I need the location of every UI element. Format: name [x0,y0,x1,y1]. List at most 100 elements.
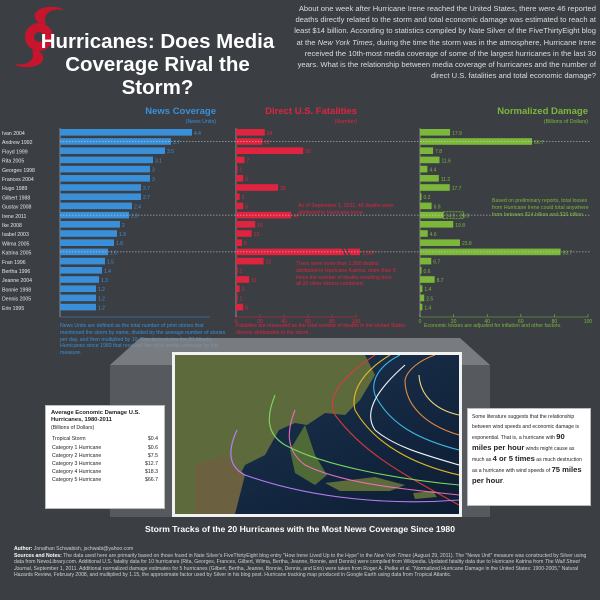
data-label: 1.4 [424,306,431,312]
data-label: 3.5 [167,149,174,155]
bar [60,221,120,228]
data-label: 16 [257,223,263,229]
data-label: 66.7 [534,140,544,146]
range-bar [443,211,465,219]
x-tick-label: 20 [257,319,263,325]
bar [236,257,264,265]
data-label: 0.2 [424,195,431,201]
data-label: 0.6 [424,269,431,275]
data-label: 1 [240,269,243,275]
bar [60,239,114,246]
fatalities-panel-title: Direct U.S. Fatalities [265,106,357,117]
bar [420,267,422,274]
data-label: 1.6 [110,250,117,256]
bar [420,239,460,246]
category-label: Fran 1996 [2,260,26,266]
bar [236,193,240,200]
bar [236,147,304,154]
bar [236,303,244,311]
map-caption: Storm Tracks of the 20 Hurricanes with t… [145,524,455,534]
data-label: 1 [240,296,243,302]
x-tick-label: 20 [451,319,457,325]
bar [236,230,252,237]
category-label: Frances 2004 [2,177,34,183]
category-label: Isabel 2003 [2,232,29,238]
category-label: Ike 2008 [2,223,22,229]
table-row: Category 5 Hurricane $66.7 [52,477,158,484]
data-label: 6 [245,177,248,183]
data-label: 2.7 [143,195,150,201]
fatalities-panel-subtitle: (Number) [334,119,357,125]
data-label: 13 [254,232,260,238]
bar [420,276,435,283]
data-label: 4.4 [429,168,436,174]
data-label: 11.6 [441,158,451,164]
data-label: 6 [245,204,248,210]
data-label: 35 [280,186,286,192]
table-title: Average Economic Damage U.S. Hurricanes,… [51,410,141,424]
irene-damage-annotation: Based on preliminary reports, total loss… [492,198,589,218]
bar [420,285,423,292]
bar [420,193,422,200]
bar [420,303,423,311]
x-tick-label: 60 [305,319,311,325]
data-label: 3.7 [173,140,180,146]
footer-sources: Author: Jonathan Schwabish, jschwabi@yah… [14,546,587,579]
bar [420,156,440,164]
data-label: 3 [242,287,245,293]
average-damage-table: Average Economic Damage U.S. Hurricanes,… [45,405,165,509]
data-label: 11.2 [441,177,451,183]
bar-charts: Ivan 2004 Andrew 1992 Floyd 1999 Rita 2005 G… [2,128,593,325]
bar [60,202,132,210]
data-label: 1.2 [98,287,105,293]
data-label: 17.7 [452,186,462,192]
bar [236,267,238,274]
bar [236,202,244,210]
table-row: Category 2 Hurricane $7.5 [52,452,158,459]
data-label: 3 [242,195,245,201]
bar [60,156,153,164]
data-label: 7 [246,158,249,164]
bar [236,285,240,292]
x-tick-label: 100 [584,319,593,325]
data-label: 2.4 [134,204,141,210]
irene-fatalities-annotation: As of September 1, 2011, 46 deaths were … [298,203,394,216]
literature-text: Some literature suggests that the relati… [472,414,582,485]
category-label: Ivan 2004 [2,131,25,137]
bar [60,175,150,182]
category-label: Floyd 1999 [2,149,28,155]
news-panel-subtitle: (News Units) [185,119,216,125]
page-title: Hurricanes: Does Media Coverage Rival th… [40,30,275,99]
x-tick-label: 80 [552,319,558,325]
bar [420,294,425,302]
bar [60,230,117,237]
data-label: 3.1 [155,158,162,164]
data-label: 17.9 [452,131,462,137]
fatalities-note: Fatalities are measured as the total num… [236,323,406,336]
table-row: Category 3 Hurricane $12.7 [52,460,158,467]
x-tick-label: 0 [419,319,422,325]
bar [420,257,432,265]
bar [236,129,265,136]
data-label: 24 [267,131,273,137]
bar [420,138,533,145]
data-label: 46 [293,214,299,220]
bar [60,294,96,302]
x-tick-label: 80 [329,319,335,325]
data-label: 83.7 [563,250,573,256]
data-label: 5 [244,241,247,247]
storm-tracks-map [172,352,462,517]
x-tick-label: 60 [518,319,524,325]
data-label: 2.3 [131,214,138,220]
bar [60,147,165,154]
data-label: 1.8 [116,241,123,247]
data-label: 14.0 - 26.0 [446,214,470,220]
data-label: 2.5 [426,296,433,302]
data-label: 8.7 [437,278,444,284]
category-label: Irene 2011 [2,214,27,220]
bar [420,129,451,136]
data-label: 1.4 [104,269,111,275]
bar [60,276,99,283]
table-row: Category 4 Hurricane $18.3 [52,469,158,476]
category-label: Wilma 2005 [2,241,30,247]
